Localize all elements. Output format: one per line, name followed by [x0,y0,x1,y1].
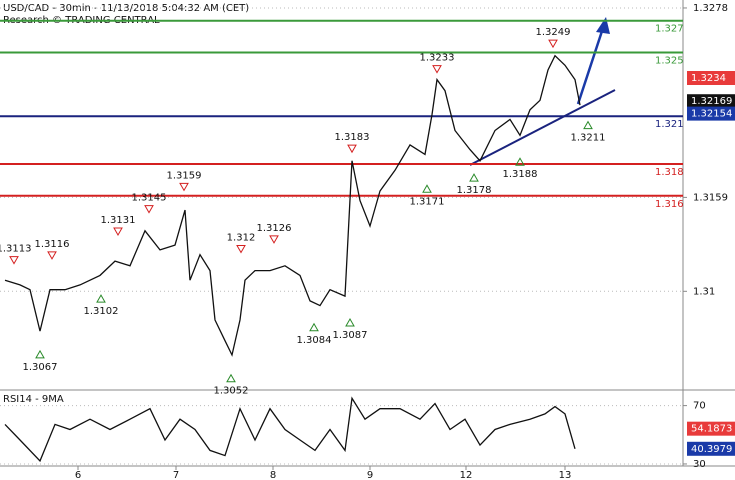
x-tick-label: 9 [367,470,373,480]
low-marker [583,120,593,130]
trend-line [469,89,616,166]
point-label: 1.3188 [503,169,538,180]
point-label: 1.3113 [0,244,32,255]
point-label: 1.3116 [35,239,70,250]
high-marker [179,182,189,192]
price-marker [687,71,735,85]
level-label: 1.325 [655,56,684,67]
forecast-arrow [576,27,605,105]
rsi-title: RSI14 - 9MA [3,394,64,405]
low-marker [309,322,319,332]
y-tick-label: 1.3278 [693,3,728,14]
price-marker-label: 1.3234 [691,73,726,84]
x-tick-label: 13 [559,470,572,480]
high-marker [144,205,154,214]
price-marker [687,106,735,121]
level-label: 1.321 [655,119,684,130]
low-marker [35,349,45,359]
high-marker [47,251,57,260]
point-label: 1.3159 [167,170,202,181]
point-label: 1.3211 [571,133,606,144]
point-label: 1.312 [227,232,256,243]
price-marker-label: 40.3979 [691,444,732,455]
y-tick-label: 70 [693,401,706,412]
x-tick-label: 6 [75,470,81,480]
level-label: 1.327 [655,24,684,35]
low-marker [469,173,479,182]
point-label: 1.3067 [23,362,58,373]
x-tick-label: 8 [270,470,276,480]
high-marker [9,256,19,265]
price-marker [687,441,735,456]
low-marker [515,157,525,166]
low-marker [226,373,236,383]
level-label: 1.316 [655,199,684,210]
point-label: 1.3171 [410,196,445,207]
point-label: 1.3052 [214,386,249,397]
high-marker [548,39,558,49]
y-tick-label: 1.3159 [693,192,728,203]
point-label: 1.3249 [536,27,571,38]
high-marker [113,227,123,236]
level-label: 1.318 [655,167,684,178]
low-marker [345,317,355,327]
y-tick-label: 30 [693,459,706,470]
point-label: 1.3084 [297,335,332,346]
low-marker [96,294,106,303]
price-marker-label: 54.1873 [691,424,732,435]
price-marker [687,421,735,436]
price-marker-label: 1.32169 [691,96,732,107]
low-marker [422,184,432,193]
x-tick-label: 7 [173,470,179,480]
x-tick-label: 12 [460,470,473,480]
point-label: 1.3126 [257,223,292,234]
point-label: 1.3183 [335,132,370,143]
y-tick-label: 1.31 [693,286,715,297]
point-label: 1.3131 [101,215,136,226]
price-line [4,54,581,357]
point-label: 1.3087 [333,330,368,341]
price-marker-label: 1.32154 [691,109,732,120]
point-label: 1.3102 [84,306,119,317]
point-label: 1.3233 [420,53,455,64]
high-marker [432,65,442,74]
price-line [4,396,576,463]
high-marker [269,235,279,244]
point-label: 1.3178 [457,185,492,196]
point-label: 1.3145 [132,193,167,204]
high-marker [236,244,246,254]
price-marker [687,94,735,109]
chart-title: USD/CAD - 30min - 11/13/2018 5:04:32 AM … [3,3,249,14]
high-marker [347,144,357,154]
